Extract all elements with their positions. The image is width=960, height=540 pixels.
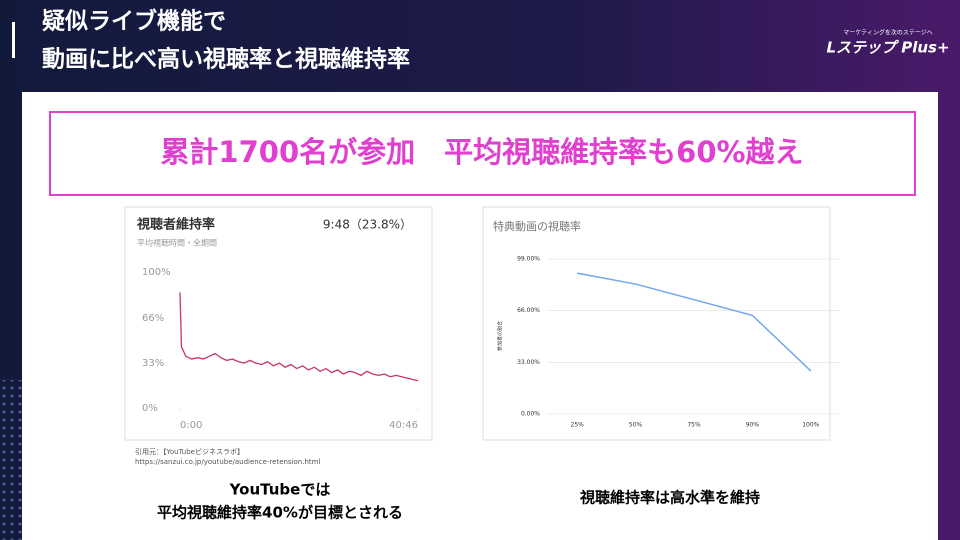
- headline-box: [49, 111, 916, 196]
- chart-card: [124, 206, 433, 441]
- caption: YouTubeでは: [229, 481, 331, 499]
- x-tick-label: 40:46: [389, 420, 418, 431]
- data-line: [179, 292, 419, 382]
- caption: 視聴維持率は高水準を維持: [579, 489, 760, 507]
- chart-title: 特典動画の視聴率: [493, 219, 581, 233]
- y-tick-label: 0%: [142, 403, 158, 414]
- caption: 平均視聴維持率40%が目標とされる: [157, 504, 403, 522]
- chart-subtitle: 平均視聴時間・全期間: [137, 238, 217, 248]
- y-tick-label: 33.00%: [517, 359, 540, 366]
- y-tick-label: 33%: [142, 358, 164, 369]
- chart-title: 視聴者維持率: [136, 217, 215, 233]
- title: 疑似ライブ機能で: [42, 8, 226, 35]
- y-axis-label: 参加者の割合: [497, 321, 504, 351]
- data-line: [577, 272, 812, 372]
- x-tick-label: 100%: [802, 422, 819, 429]
- x-tick-label: 75%: [687, 422, 701, 429]
- y-tick-label: 66%: [142, 313, 164, 324]
- y-tick-label: 66.00%: [517, 307, 540, 314]
- source-url: https://sanzui.co.jp/youtube/audience-re…: [135, 458, 320, 466]
- title: 動画に比べ高い視聴率と視聴維持率: [42, 46, 410, 73]
- y-tick-label: 0.00%: [521, 411, 540, 418]
- source: 引用元：【YouTubeビジネスラボ】: [135, 447, 244, 456]
- x-tick-label: 0:00: [180, 420, 202, 431]
- headline: 累計1700名が参加 平均視聴維持率も60%越え: [160, 135, 803, 169]
- y-tick-label: 100%: [142, 267, 171, 278]
- x-tick-label: 25%: [571, 422, 585, 429]
- x-tick-label: 90%: [746, 422, 760, 429]
- logo: Lステップ Plus+: [826, 39, 949, 57]
- annotation: 9:48（23.8%）: [323, 218, 412, 232]
- chart-card: [482, 206, 831, 441]
- y-tick-label: 99.00%: [517, 256, 540, 263]
- logo-tagline: マーケティングを次のステージへ: [843, 29, 932, 37]
- x-tick-label: 50%: [629, 422, 643, 429]
- title-bar: [12, 22, 15, 58]
